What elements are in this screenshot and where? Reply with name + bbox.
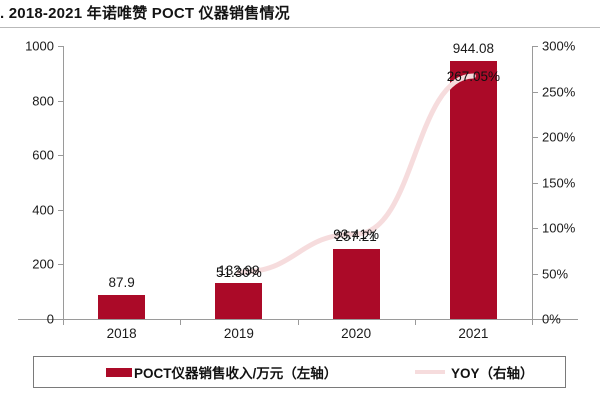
right-axis-tick [533, 273, 538, 275]
right-axis-tick-label: 250% [542, 84, 576, 99]
right-axis-tick-label: 300% [542, 38, 576, 54]
right-axis-tick [533, 228, 538, 229]
legend-label-bar-series: POCT仪器销售收入/万元（左轴） [134, 366, 338, 381]
bottom-axis-line [18, 319, 578, 320]
right-axis-tick [533, 91, 538, 93]
x-axis-label-2021: 2021 [458, 326, 489, 341]
left-axis-tick-label: 200 [32, 256, 54, 272]
page-title: . 2018-2021 年诺唯赞 POCT 仪器销售情况 [0, 5, 290, 22]
yoy-value-label-2021: 267.05% [446, 68, 501, 84]
left-axis-tick-label: 0 [46, 311, 54, 327]
left-axis-tick [58, 264, 63, 266]
left-axis-tick [58, 209, 63, 211]
left-axis-line [63, 46, 64, 320]
bar-value-label-2020: 257.21 [335, 228, 377, 244]
bar-2019[interactable] [215, 282, 263, 319]
right-axis-line [532, 46, 533, 320]
right-axis-tick-label: 200% [542, 129, 576, 145]
legend-swatch-bar-icon [106, 367, 132, 377]
x-axis-tick [532, 320, 533, 325]
left-axis-tick [58, 319, 63, 320]
left-axis-tick [58, 100, 63, 102]
left-axis-tick-label: 1000 [25, 38, 54, 54]
left-axis-tick [58, 46, 63, 47]
bar-2020[interactable] [332, 248, 380, 319]
left-axis-tick-label: 600 [32, 147, 54, 163]
x-axis-tick [297, 320, 299, 325]
right-axis-tick-label: 50% [542, 266, 569, 281]
title-divider [0, 27, 600, 28]
x-axis-tick [63, 320, 64, 325]
x-axis-tick [414, 320, 416, 325]
right-axis-tick [533, 182, 538, 184]
right-axis-tick-label: 0% [542, 311, 561, 327]
bar-value-label-2018: 87.9 [108, 275, 135, 290]
x-axis-label-2019: 2019 [223, 326, 254, 341]
left-axis-tick-label: 800 [32, 93, 54, 109]
right-axis-tick [533, 137, 538, 138]
right-axis-tick [533, 319, 538, 320]
yoy-value-label-2020: 93.41% [333, 226, 380, 242]
chart-legend: POCT仪器销售收入/万元（左轴） YOY（右轴） [33, 356, 566, 388]
right-axis-tick-label: 150% [542, 175, 576, 190]
bar-value-label-2021: 944.08 [452, 41, 495, 57]
legend-item-line-series: YOY（右轴） [415, 362, 534, 382]
title-bar: . 2018-2021 年诺唯赞 POCT 仪器销售情况 [0, 0, 600, 30]
x-axis-label-2020: 2020 [341, 326, 372, 341]
bar-value-label-2019: 132.99 [218, 262, 260, 278]
legend-item-bar-series: POCT仪器销售收入/万元（左轴） [106, 362, 337, 382]
left-axis-tick-label: 400 [32, 202, 54, 218]
yoy-value-label-2019: 51.30% [215, 265, 262, 281]
x-axis-tick [180, 320, 182, 325]
bar-2021[interactable] [449, 61, 497, 319]
right-axis-tick-label: 100% [542, 220, 576, 236]
right-axis-tick [533, 46, 538, 47]
bar-2018[interactable] [98, 295, 146, 319]
x-axis-label-2018: 2018 [106, 326, 137, 341]
chart-plot-area: 0 200 400 600 800 1000 0% 50% 100% 150% 200% 250% 3… [0, 32, 600, 344]
legend-swatch-line-icon [415, 370, 445, 374]
left-axis-tick [58, 155, 63, 157]
legend-label-line-series: YOY（右轴） [451, 366, 534, 381]
